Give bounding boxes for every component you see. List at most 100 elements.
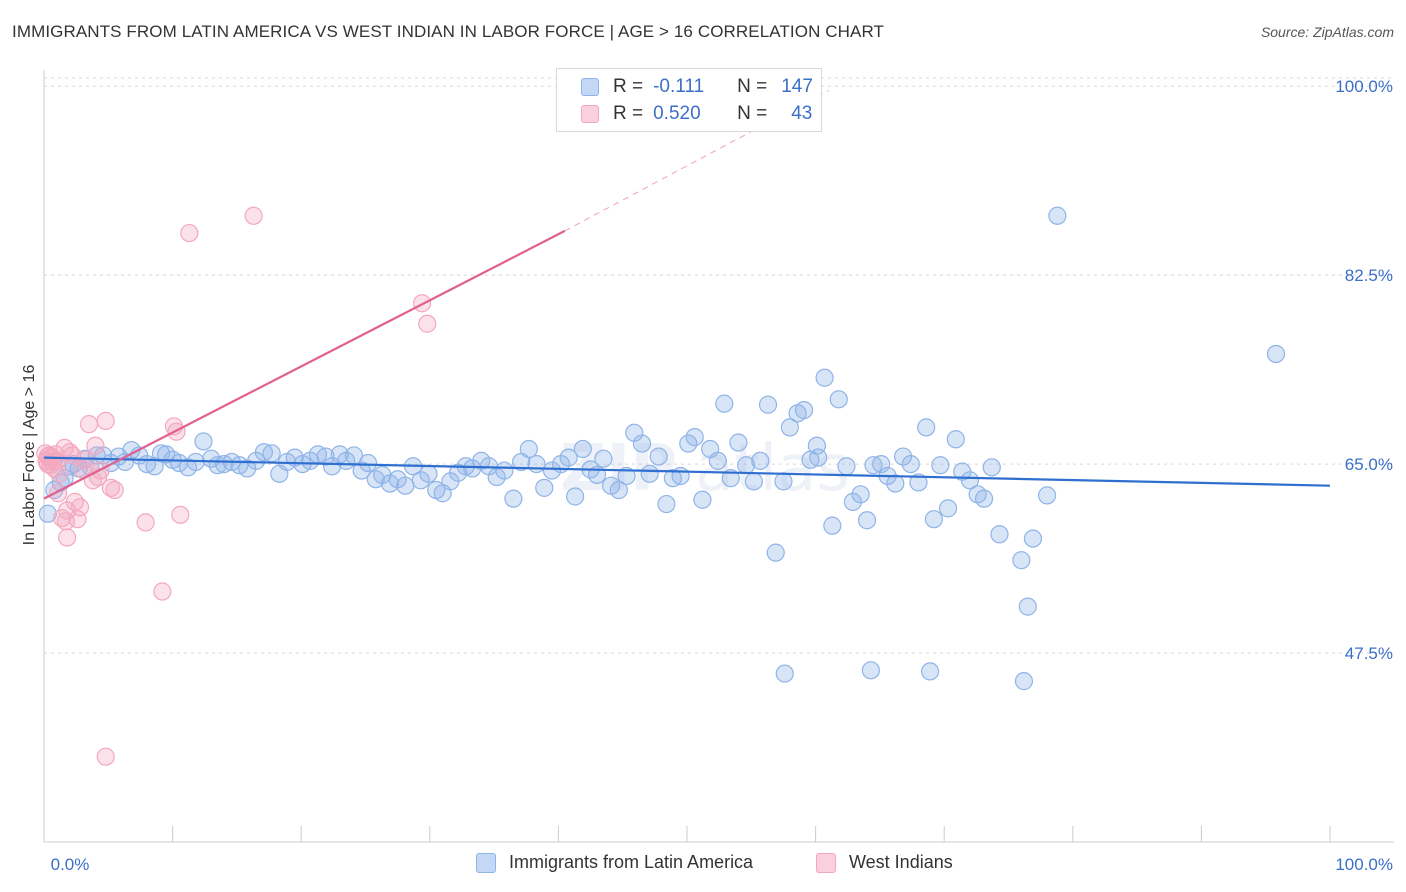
x-tick-label: 0.0%	[51, 855, 90, 874]
data-point-latin-america	[527, 454, 546, 474]
data-point-latin-america	[893, 447, 913, 466]
data-point-west-indians	[136, 513, 155, 532]
trend-line-west-indians-extension	[564, 90, 829, 232]
series-west-indians	[36, 206, 437, 766]
data-point-west-indians	[96, 411, 115, 431]
data-point-latin-america	[1037, 486, 1057, 505]
data-point-latin-america	[938, 499, 958, 518]
data-point-latin-america	[1023, 529, 1043, 548]
data-point-latin-america	[38, 504, 57, 523]
data-point-latin-america	[640, 464, 659, 483]
legend-row-west-indians: R = 0.520 N = 43	[581, 101, 812, 127]
data-point-latin-america	[751, 451, 770, 470]
data-point-latin-america	[909, 473, 928, 492]
data-point-latin-america	[262, 444, 281, 463]
data-point-west-indians	[171, 505, 190, 524]
data-point-latin-america	[794, 401, 814, 420]
data-point-latin-america	[1018, 597, 1037, 616]
data-point-latin-america	[1048, 206, 1067, 225]
data-point-latin-america	[864, 456, 883, 475]
data-point-latin-america	[901, 454, 920, 474]
series-immigrants-latin-america	[38, 206, 1286, 691]
series-legend: Immigrants from Latin America West India…	[0, 852, 1406, 878]
gridlines	[44, 77, 1394, 654]
y-tick-label: 82.5%	[1345, 266, 1393, 285]
data-point-latin-america	[352, 461, 371, 480]
data-point-latin-america	[495, 461, 514, 480]
legend-r-label: R =	[613, 103, 644, 124]
data-point-west-indians	[105, 480, 124, 500]
trend-line-west-indians	[43, 229, 566, 500]
data-point-latin-america	[861, 661, 880, 680]
data-point-latin-america	[396, 476, 415, 495]
data-point-latin-america	[1014, 672, 1034, 691]
data-point-west-indians	[244, 206, 263, 225]
data-point-latin-america	[829, 390, 848, 409]
legend-swatch-pink	[816, 852, 836, 873]
data-point-latin-america	[982, 458, 1001, 477]
data-point-west-indians	[86, 436, 105, 455]
data-point-latin-america	[815, 368, 834, 387]
data-point-latin-america	[573, 439, 592, 459]
data-point-latin-america	[632, 434, 652, 453]
data-point-latin-america	[886, 474, 905, 493]
data-point-latin-america	[617, 466, 636, 486]
y-tick-label: 100.0%	[1335, 77, 1393, 96]
data-point-latin-america	[194, 432, 213, 451]
data-point-latin-america	[1012, 551, 1031, 570]
legend-r-value: -0.111	[653, 76, 705, 97]
data-point-west-indians	[65, 492, 84, 511]
data-point-latin-america	[609, 480, 628, 500]
data-point-latin-america	[254, 443, 274, 462]
data-point-latin-america	[715, 394, 734, 413]
x-tick-labels: 0.0% 100.0%	[51, 855, 1393, 874]
data-point-latin-america	[679, 434, 698, 453]
legend-r-value: 0.520	[653, 103, 701, 124]
data-point-latin-america	[358, 453, 378, 473]
data-point-west-indians	[79, 415, 99, 434]
x-tick-label: 100.0%	[1335, 855, 1393, 874]
series-legend-item-west-indians: West Indians	[816, 852, 953, 873]
series-legend-item-latin-america: Immigrants from Latin America	[476, 852, 753, 873]
data-point-latin-america	[920, 662, 940, 681]
data-point-latin-america	[990, 525, 1009, 544]
data-point-latin-america	[649, 447, 668, 466]
data-point-latin-america	[657, 494, 676, 514]
data-point-latin-america	[671, 466, 690, 486]
data-point-latin-america	[708, 451, 727, 470]
y-axis-title: In Labor Force | Age > 16	[21, 365, 38, 546]
legend-n-value: 147	[781, 76, 813, 97]
data-point-latin-america	[559, 448, 578, 467]
legend-r-label: R =	[613, 76, 644, 97]
data-point-latin-america	[729, 433, 748, 452]
data-point-latin-america	[419, 464, 438, 483]
data-point-latin-america	[693, 490, 712, 509]
series-legend-label: West Indians	[849, 852, 953, 872]
y-tick-label: 65.0%	[1345, 455, 1393, 474]
data-point-west-indians	[180, 223, 199, 243]
data-point-west-indians	[153, 582, 172, 601]
data-point-west-indians	[60, 443, 79, 462]
data-point-west-indians	[50, 464, 69, 483]
data-point-west-indians	[68, 510, 87, 529]
data-point-latin-america	[1266, 344, 1286, 364]
source-label: Source: ZipAtlas.com	[1260, 24, 1394, 40]
data-point-latin-america	[766, 543, 785, 562]
data-point-latin-america	[924, 510, 944, 529]
data-point-latin-america	[931, 456, 950, 475]
data-point-latin-america	[851, 485, 870, 504]
data-point-latin-america	[594, 449, 613, 468]
data-point-latin-america	[542, 461, 562, 480]
data-point-latin-america	[744, 472, 763, 491]
data-point-west-indians	[96, 747, 115, 766]
legend-n-label: N =	[737, 76, 768, 97]
data-point-west-indians	[70, 498, 90, 517]
data-point-latin-america	[330, 445, 349, 464]
data-point-latin-america	[685, 428, 704, 447]
legend-n-label: N =	[737, 103, 768, 124]
data-point-latin-america	[857, 511, 877, 530]
data-point-latin-america	[837, 457, 856, 476]
legend-row-latin-america: R = -0.111 N = 147	[581, 74, 813, 100]
data-point-latin-america	[721, 469, 740, 488]
